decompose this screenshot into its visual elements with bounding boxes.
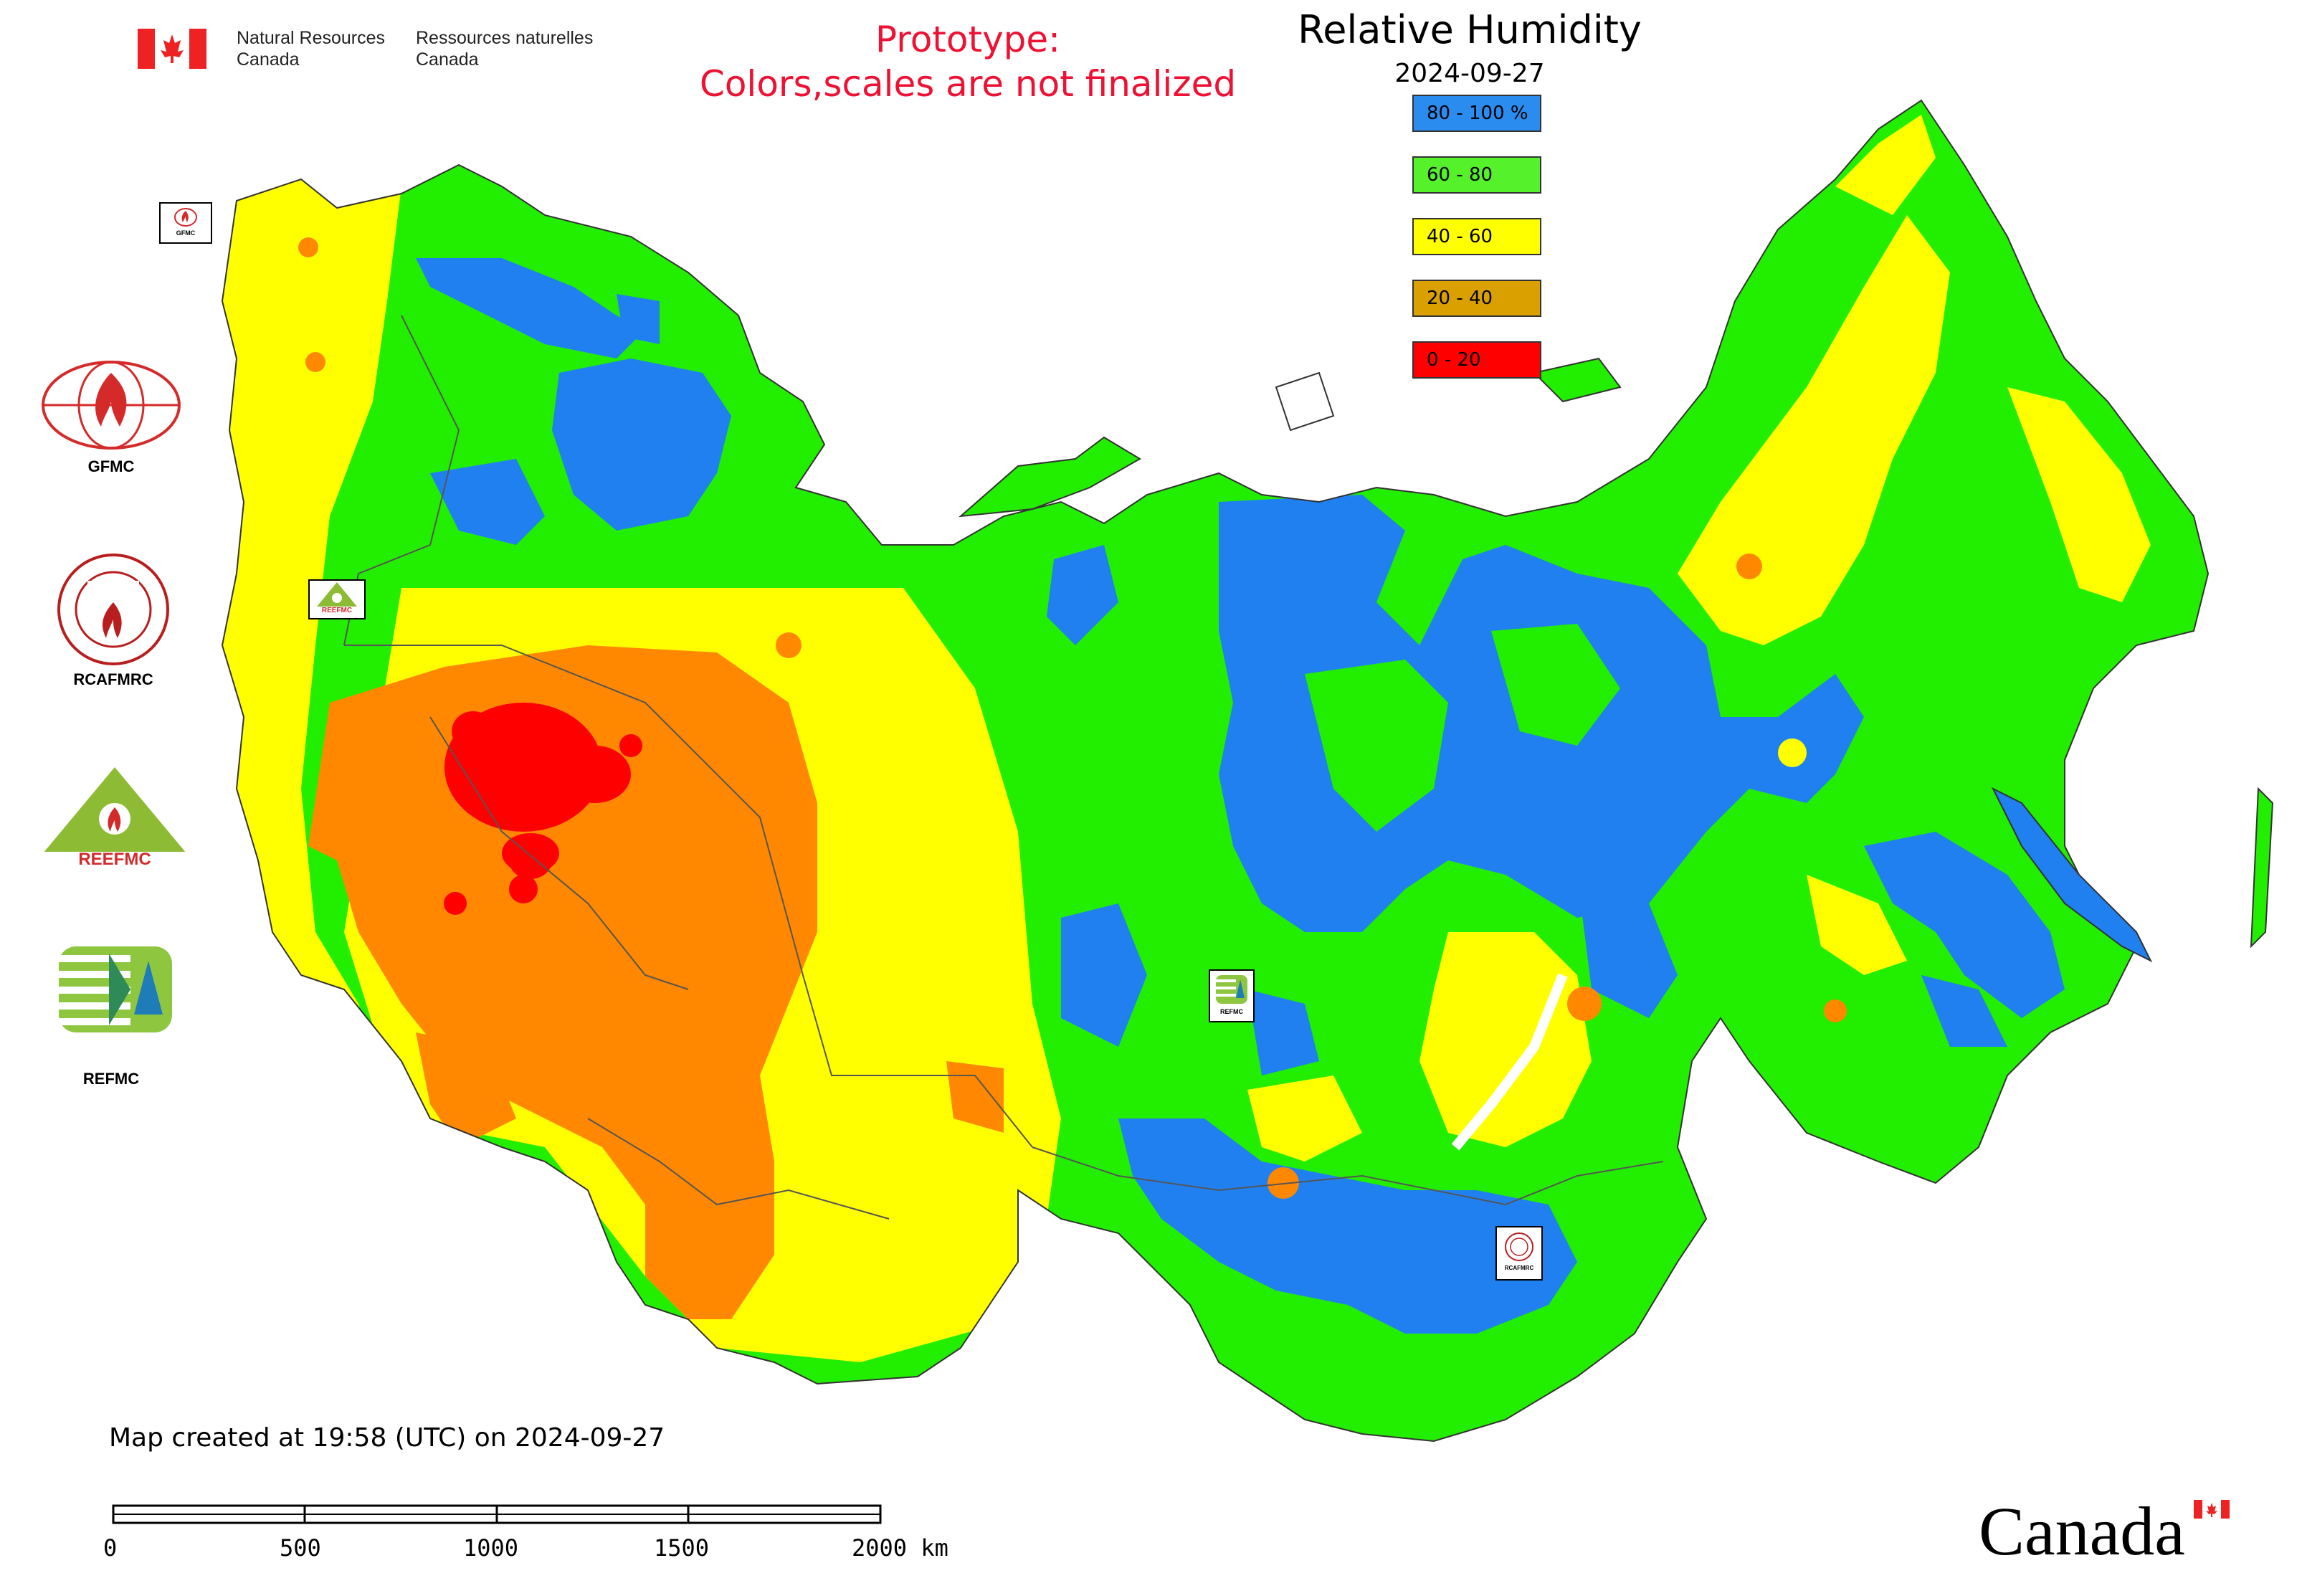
reefmc-map-marker[interactable]: REEFMC [308, 579, 366, 619]
legend-item-60-80: 60 - 80 [1412, 156, 1541, 194]
legend-label: 60 - 80 [1427, 164, 1493, 186]
reefmc-marker-label: REEFMC [321, 607, 353, 614]
refmc-map-marker[interactable]: REFMC [1209, 969, 1255, 1022]
prototype-line2: Colors,scales are not finalized [699, 63, 1237, 105]
gfmc-map-marker[interactable]: GFMC [159, 202, 212, 244]
legend-label: 80 - 100 % [1427, 103, 1528, 124]
rcafmrc-marker-icon [1505, 1232, 1533, 1261]
canada-wordmark-flag-icon [2194, 1500, 2230, 1519]
nrcan-wordmark-fr: Ressources naturelles Canada [416, 27, 593, 70]
legend-label: 40 - 60 [1427, 226, 1493, 247]
legend-item-20-40: 20 - 40 [1412, 280, 1541, 317]
gfmc-marker-icon [174, 208, 197, 227]
canada-flag-icon [138, 29, 206, 69]
legend-label: 0 - 20 [1427, 349, 1481, 371]
gfmc-label: GFMC [87, 457, 135, 475]
reefmc-marker-icon [317, 582, 357, 607]
scale-tick-1500: 1500 [654, 1534, 710, 1562]
refmc-marker-label: REFMC [1220, 1008, 1243, 1015]
legend-label: 20 - 40 [1427, 288, 1493, 309]
refmc-marker-icon [1216, 975, 1247, 1004]
scale-bar [112, 1504, 882, 1524]
refmc-logo-icon [59, 946, 172, 1032]
org-fr-line2: Canada [416, 49, 479, 70]
gfmc-marker-label: GFMC [176, 229, 196, 237]
legend-item-80-100: 80 - 100 % [1412, 95, 1541, 132]
scale-tick-2000: 2000 km [852, 1534, 948, 1562]
org-en-line1: Natural Resources [237, 28, 386, 48]
org-en-line2: Canada [237, 49, 300, 70]
scale-tick-0: 0 [103, 1534, 118, 1562]
prototype-line1: Prototype: [875, 19, 1061, 60]
map-title: Relative Humidity [1298, 7, 1642, 52]
reefmc-logo-icon [39, 767, 190, 868]
prototype-notice: Prototype: Colors,scales are not finaliz… [645, 17, 1290, 106]
legend-item-40-60: 40 - 60 [1412, 218, 1541, 255]
refmc-label: REFMC [82, 1070, 140, 1088]
canada-wordmark: Canada [1979, 1493, 2185, 1569]
nrcan-wordmark-en: Natural Resources Canada [237, 27, 385, 70]
map-created-timestamp: Map created at 19:58 (UTC) on 2024-09-27 [109, 1423, 665, 1453]
rcafmrc-label: RCAFMRC [73, 670, 153, 688]
scale-tick-500: 500 [280, 1534, 321, 1562]
reefmc-wordmark: REEFMC [78, 850, 151, 869]
rcafmrc-map-marker[interactable]: RCAFMRC [1495, 1226, 1543, 1281]
scale-tick-1000: 1000 [463, 1534, 519, 1562]
legend-item-0-20: 0 - 20 [1412, 341, 1541, 379]
org-fr-line1: Ressources naturelles [416, 28, 594, 48]
rcafmrc-marker-label: RCAFMRC [1504, 1265, 1534, 1271]
gfmc-logo-icon [42, 361, 181, 450]
rcafmrc-logo-icon [57, 554, 169, 665]
map-date: 2024-09-27 [1394, 59, 1545, 88]
